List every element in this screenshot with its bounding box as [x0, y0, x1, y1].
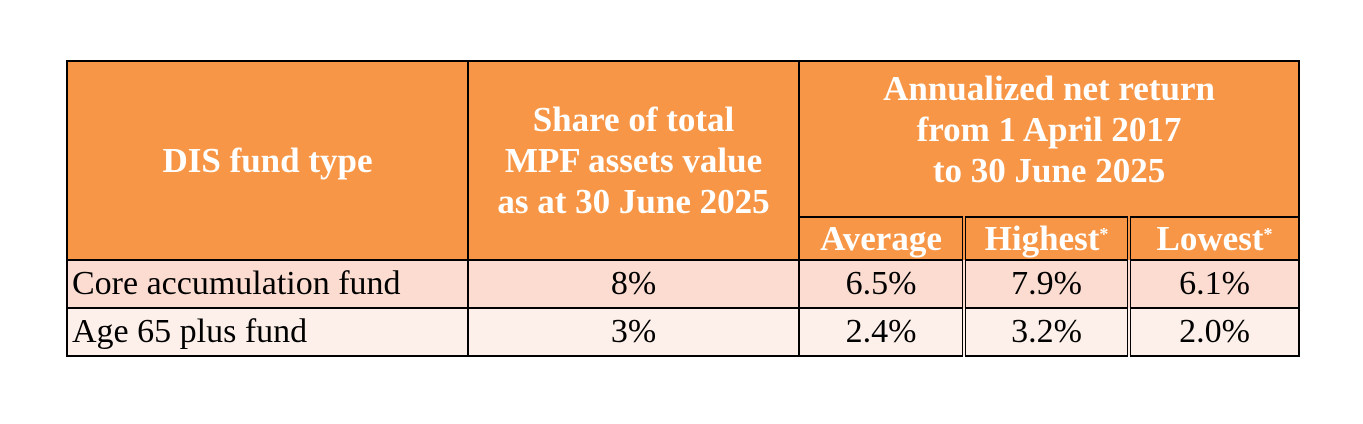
- header-fund-type: DIS fund type: [66, 60, 469, 261]
- header-share-line-2: MPF assets value: [504, 141, 763, 180]
- subheader-row: Average Highest* Lowest*: [67, 216, 1301, 261]
- header-row: DIS fund type Share of total MPF assets …: [66, 60, 1301, 261]
- cell-average: 6.5%: [798, 259, 966, 309]
- cell-fund-name: Age 65 plus fund: [66, 307, 469, 357]
- subheader-average: Average: [798, 216, 966, 261]
- subheader-lowest: Lowest*: [1127, 216, 1301, 261]
- table-row: Core accumulation fund 8% 6.5% 7.9% 6.1%: [66, 259, 1301, 309]
- subheader-highest: Highest*: [963, 216, 1131, 261]
- cell-share: 3%: [467, 307, 800, 357]
- dis-fund-table: DIS fund type Share of total MPF assets …: [66, 60, 1301, 357]
- header-return-line-2: from 1 April 2017: [916, 110, 1182, 149]
- subheader-lowest-label: Lowest: [1156, 219, 1264, 258]
- cell-lowest: 2.0%: [1127, 307, 1301, 357]
- highest-footnote-marker: *: [1099, 224, 1109, 244]
- cell-highest: 7.9%: [963, 259, 1131, 309]
- cell-highest: 3.2%: [963, 307, 1131, 357]
- header-share-line-1: Share of total: [532, 100, 735, 139]
- subheader-average-label: Average: [820, 219, 942, 258]
- header-return-line-3: to 30 June 2025: [932, 151, 1166, 190]
- header-share-line-3: as at 30 June 2025: [497, 182, 770, 221]
- subheader-highest-label: Highest: [984, 219, 1100, 258]
- cell-average: 2.4%: [798, 307, 966, 357]
- header-annualized-return: Annualized net return from 1 April 2017 …: [797, 60, 1301, 218]
- cell-fund-name: Core accumulation fund: [66, 259, 469, 309]
- table-row: Age 65 plus fund 3% 2.4% 3.2% 2.0%: [66, 307, 1301, 357]
- header-return-line-1: Annualized net return: [883, 69, 1215, 108]
- cell-lowest: 6.1%: [1127, 259, 1301, 309]
- header-share-of-assets: Share of total MPF assets value as at 30…: [467, 60, 800, 261]
- cell-share: 8%: [467, 259, 800, 309]
- lowest-footnote-marker: *: [1263, 224, 1273, 244]
- header-fund-type-label: DIS fund type: [162, 141, 373, 180]
